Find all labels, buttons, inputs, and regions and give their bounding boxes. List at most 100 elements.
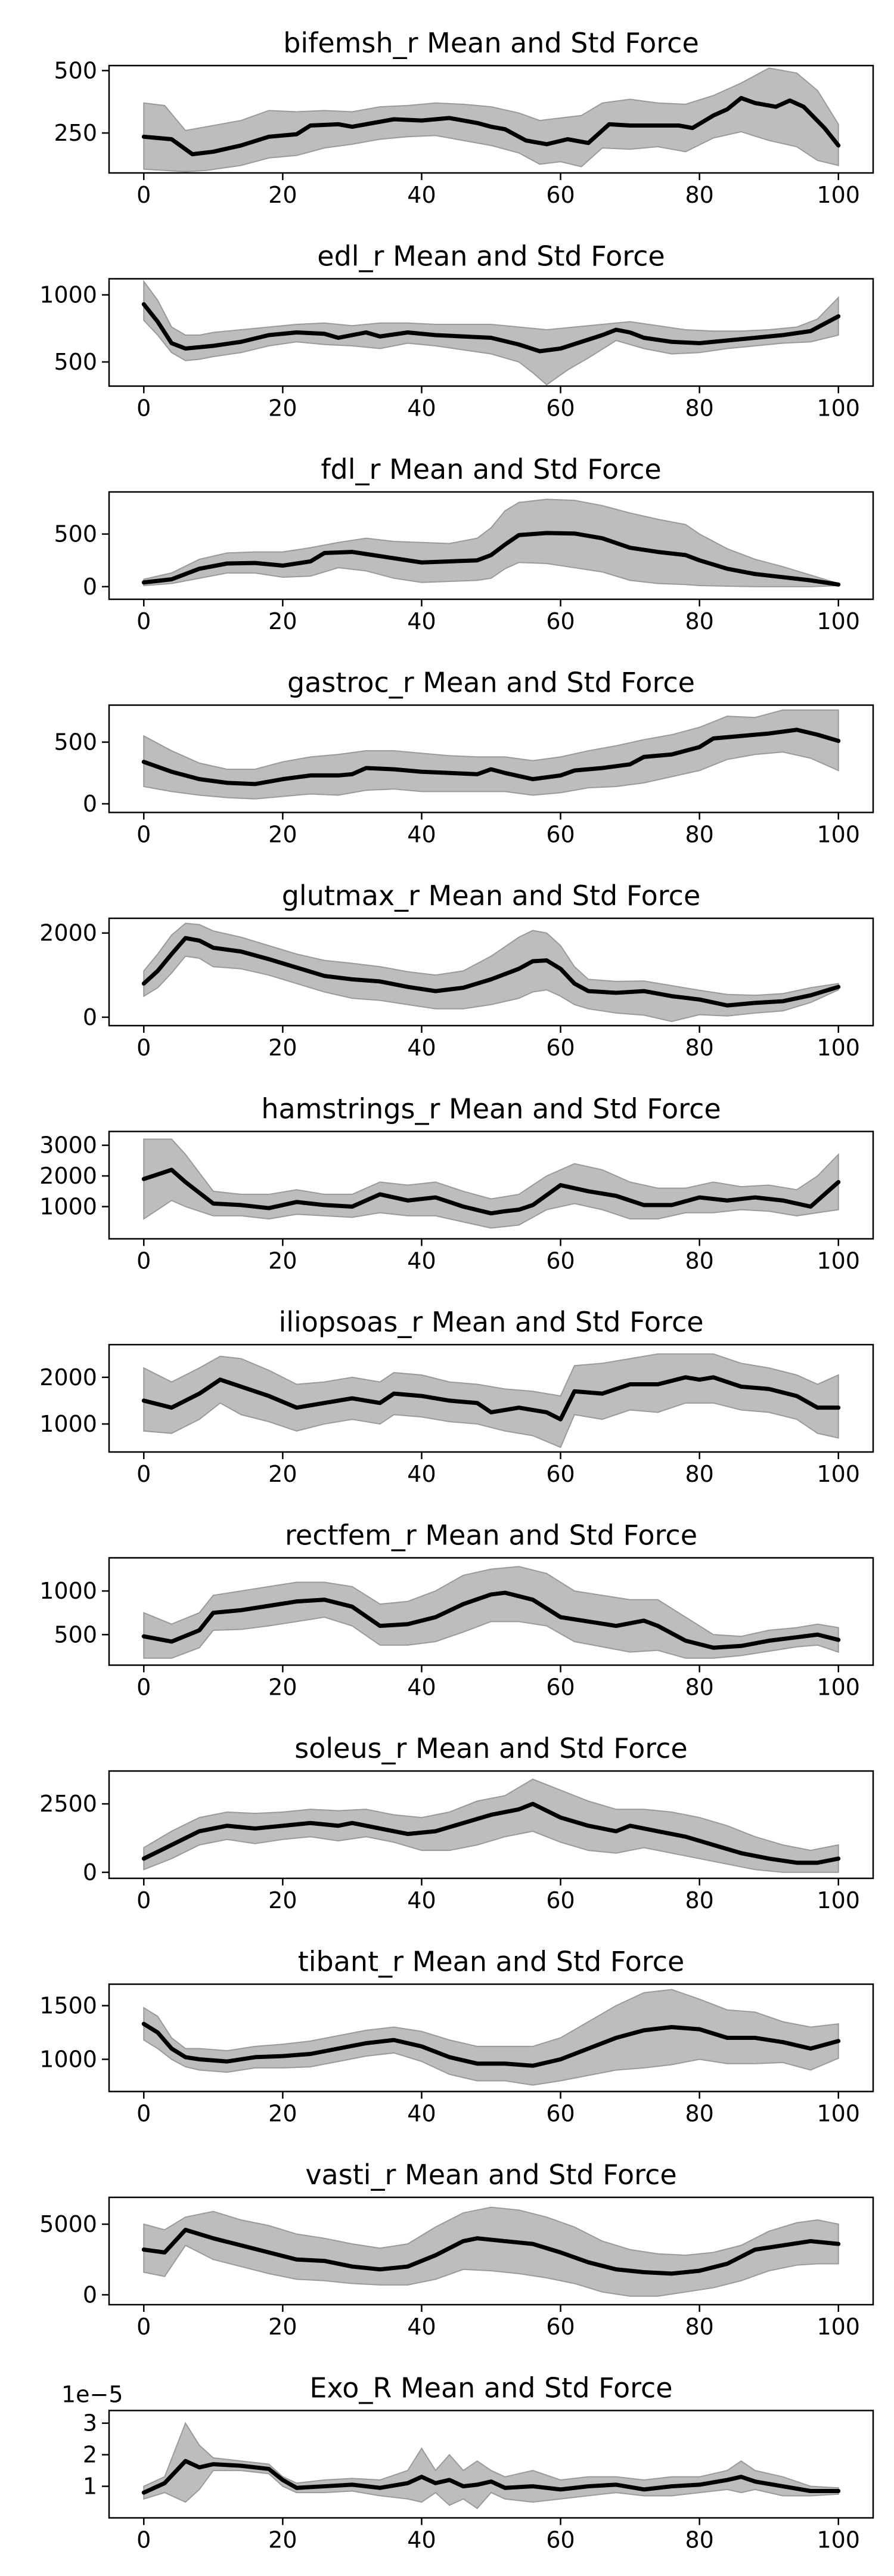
axes-frame	[108, 1770, 874, 1880]
x-tick-label: 0	[136, 1674, 151, 1701]
x-tick-label: 80	[685, 2314, 713, 2340]
x-tick-label: 100	[817, 1035, 860, 1061]
subplot-10: vasti_r Mean and Std Force 0 20 40 60 80 100 0 5…	[39, 2159, 874, 2340]
x-tick-label: 80	[685, 822, 713, 848]
subplot-title: rectfem_r Mean and Std Force	[285, 1519, 697, 1552]
x-tick-label: 40	[407, 2101, 436, 2127]
mean-line	[141, 1168, 841, 1216]
x-tick-label: 0	[136, 1035, 151, 1061]
subplot-title: hamstrings_r Mean and Std Force	[261, 1093, 721, 1125]
subplot-1: edl_r Mean and Std Force 0 20 40 60 80 100 500 1…	[39, 240, 874, 422]
axes-frame	[108, 1131, 874, 1240]
mean-line	[141, 2459, 841, 2495]
x-tick-label: 100	[817, 1887, 860, 1914]
std-band	[143, 67, 839, 172]
mean-line	[141, 531, 841, 587]
mean-line	[141, 2021, 841, 2068]
x-tick-label: 40	[407, 1887, 436, 1914]
x-tick-label: 0	[136, 395, 151, 422]
subplot-title: iliopsoas_r Mean and Std Force	[278, 1306, 703, 1338]
y-tick-label: 500	[54, 57, 97, 83]
mean-line	[141, 1590, 841, 1650]
x-tick-label: 60	[546, 822, 575, 848]
x-tick-label: 20	[268, 182, 297, 208]
y-tick-label: 2500	[39, 1791, 97, 1817]
axes-frame	[108, 1557, 874, 1666]
x-tick-label: 100	[817, 822, 860, 848]
std-band	[143, 2206, 839, 2297]
subplot-8: soleus_r Mean and Std Force 0 20 40 60 80 100 0…	[39, 1732, 874, 1914]
mean-line	[141, 936, 841, 1008]
x-tick-label: 20	[268, 608, 297, 634]
std-band	[143, 1353, 839, 1448]
std-band	[143, 1778, 839, 1873]
mean-line	[141, 1375, 841, 1422]
y-tick-label: 5000	[39, 2211, 97, 2237]
x-tick-label: 80	[685, 608, 713, 634]
x-tick-label: 60	[546, 182, 575, 208]
x-tick-label: 0	[136, 1461, 151, 1487]
subplot-6: iliopsoas_r Mean and Std Force 0 20 40 60 80 1…	[39, 1306, 874, 1487]
x-tick-label: 0	[136, 608, 151, 634]
y-tick-label: 0	[83, 574, 97, 600]
x-tick-label: 100	[817, 2314, 860, 2340]
subplot-title: tibant_r Mean and Std Force	[298, 1946, 685, 1978]
y-tick-label: 3000	[39, 1132, 97, 1159]
axes-frame	[108, 1343, 874, 1453]
x-tick-label: 100	[817, 2527, 860, 2553]
x-tick-label: 80	[685, 1461, 713, 1487]
x-tick-label: 0	[136, 822, 151, 848]
x-tick-label: 40	[407, 822, 436, 848]
y-tick-label: 0	[83, 1004, 97, 1030]
x-tick-label: 40	[407, 608, 436, 634]
mean-line	[141, 95, 841, 157]
std-band	[143, 499, 839, 587]
subplot-5: hamstrings_r Mean and Std Force 0 20 40 60 80…	[39, 1093, 874, 1274]
x-tick-label: 0	[136, 2314, 151, 2340]
y-tick-label: 2000	[39, 920, 97, 946]
x-tick-label: 100	[817, 1248, 860, 1274]
x-tick-label: 80	[685, 1887, 713, 1914]
y-tick-label: 250	[54, 120, 97, 146]
subplot-7: rectfem_r Mean and Std Force 0 20 40 60 80 100…	[39, 1519, 874, 1701]
x-tick-label: 20	[268, 2527, 297, 2553]
subplot-title: fdl_r Mean and Std Force	[321, 453, 661, 485]
axes-frame	[108, 1983, 874, 2092]
y-tick-label: 2000	[39, 1163, 97, 1189]
x-tick-label: 20	[268, 1887, 297, 1914]
std-band	[143, 279, 839, 386]
subplot-title: edl_r Mean and Std Force	[317, 240, 665, 273]
x-tick-label: 60	[546, 2101, 575, 2127]
x-tick-label: 60	[546, 1887, 575, 1914]
axes-frame	[108, 2410, 874, 2519]
x-tick-label: 20	[268, 2101, 297, 2127]
x-tick-label: 80	[685, 1248, 713, 1274]
x-tick-label: 60	[546, 1248, 575, 1274]
y-tick-label: 0	[83, 1859, 97, 1885]
subplot-11: Exo_R Mean and Std Force 0 20 40 60 80 100 1 2 31…	[61, 2372, 874, 2553]
y-tick-label: 1000	[39, 282, 97, 308]
x-tick-label: 40	[407, 1674, 436, 1701]
x-tick-label: 40	[407, 1461, 436, 1487]
axes-frame	[108, 64, 874, 174]
y-tick-label: 2	[83, 2442, 97, 2468]
axes-frame	[108, 704, 874, 813]
mean-line	[141, 1801, 841, 1865]
mean-line	[141, 727, 841, 787]
y-tick-label: 1000	[39, 2046, 97, 2073]
x-tick-label: 100	[817, 1674, 860, 1701]
x-tick-label: 80	[685, 395, 713, 422]
x-tick-label: 60	[546, 1674, 575, 1701]
x-tick-label: 60	[546, 2527, 575, 2553]
x-tick-label: 60	[546, 608, 575, 634]
y-tick-label: 1000	[39, 1578, 97, 1604]
x-tick-label: 0	[136, 2101, 151, 2127]
x-tick-label: 80	[685, 2527, 713, 2553]
y-tick-label: 2000	[39, 1364, 97, 1391]
x-tick-label: 20	[268, 2314, 297, 2340]
x-tick-label: 40	[407, 395, 436, 422]
axes-frame	[108, 491, 874, 600]
subplot-0: bifemsh_r Mean and Std Force 0 20 40 60 80 100…	[54, 27, 874, 208]
subplot-title: vasti_r Mean and Std Force	[305, 2159, 676, 2191]
x-tick-label: 20	[268, 1461, 297, 1487]
